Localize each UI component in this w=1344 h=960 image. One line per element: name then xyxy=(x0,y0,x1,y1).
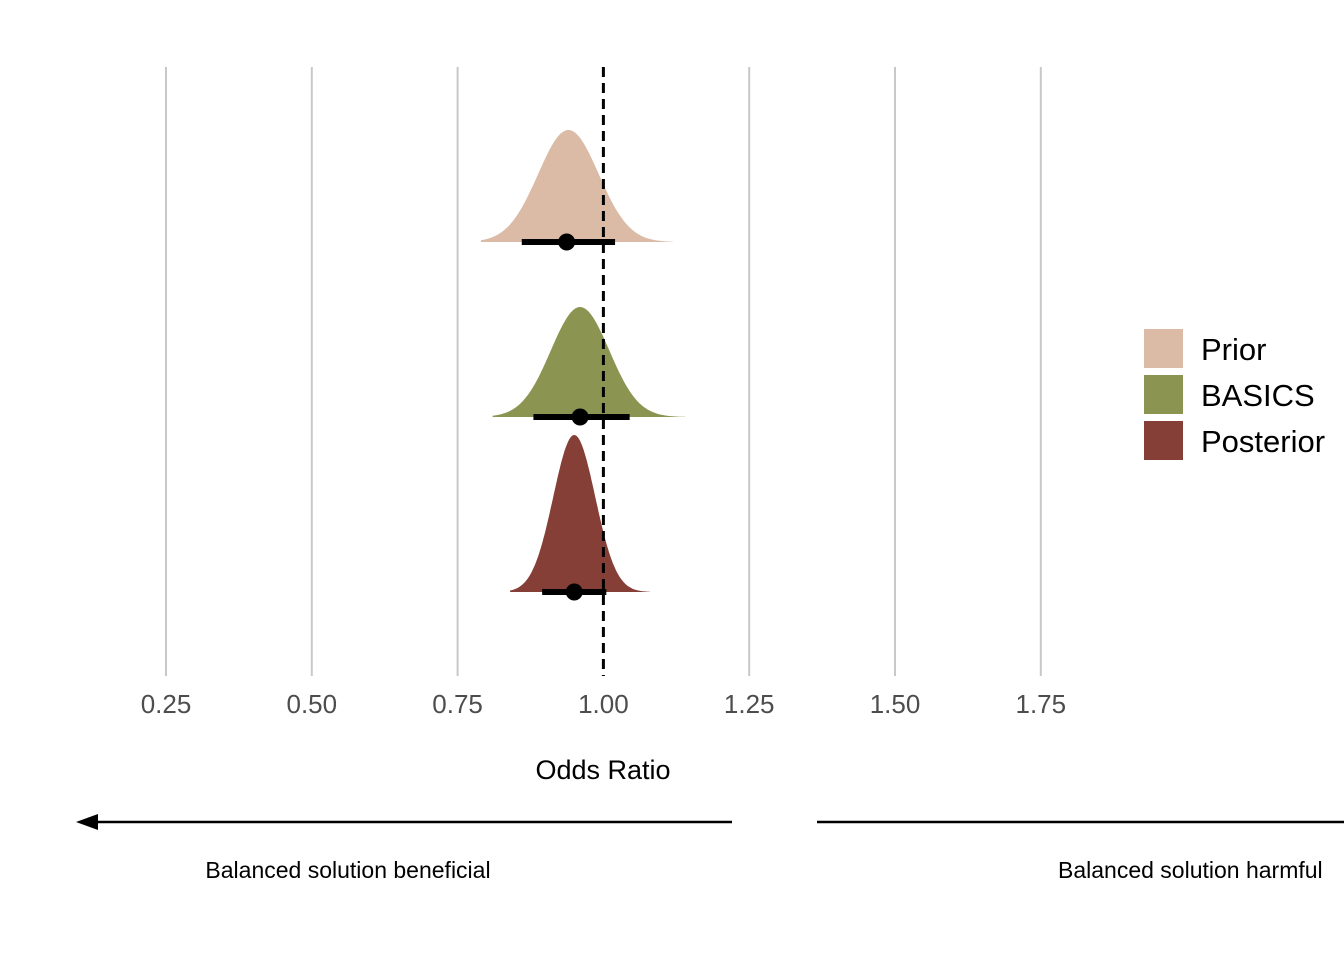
annotation-right: Balanced solution harmful xyxy=(1058,857,1323,883)
legend: Prior BASICS Posterior xyxy=(1144,329,1325,460)
x-tick-label-0: 0.25 xyxy=(141,689,192,719)
density-curves xyxy=(480,130,685,592)
left-arrow-head xyxy=(76,814,98,830)
median-point-prior xyxy=(558,233,576,251)
direction-annotations: Balanced solution beneficial Balanced so… xyxy=(76,814,1344,883)
x-axis-title: Odds Ratio xyxy=(535,755,670,785)
legend-swatch-posterior xyxy=(1144,421,1183,460)
legend-swatch-prior xyxy=(1144,329,1183,368)
x-tick-label-2: 0.75 xyxy=(432,689,483,719)
x-tick-label-4: 1.25 xyxy=(724,689,775,719)
annotation-left: Balanced solution beneficial xyxy=(205,857,490,883)
density-posterior xyxy=(510,435,651,592)
grid-lines xyxy=(165,67,1042,676)
legend-label-basics: BASICS xyxy=(1201,378,1315,413)
x-tick-label-1: 0.50 xyxy=(286,689,337,719)
x-tick-label-3: 1.00 xyxy=(578,689,629,719)
legend-label-prior: Prior xyxy=(1201,332,1266,367)
density-basics xyxy=(492,307,685,417)
density-prior xyxy=(480,130,674,242)
interval-bars xyxy=(521,233,630,601)
x-tick-label-6: 1.75 xyxy=(1015,689,1066,719)
median-point-basics xyxy=(571,408,589,426)
x-axis-ticks: 0.25 0.50 0.75 1.00 1.25 1.50 1.75 xyxy=(141,689,1066,719)
x-tick-label-5: 1.50 xyxy=(870,689,921,719)
legend-swatch-basics xyxy=(1144,375,1183,414)
legend-label-posterior: Posterior xyxy=(1201,424,1325,459)
median-point-posterior xyxy=(565,583,583,601)
